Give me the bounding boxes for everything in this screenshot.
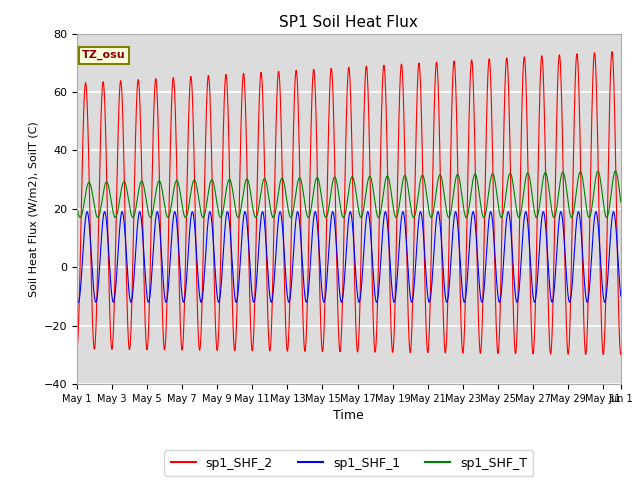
- sp1_SHF_1: [520, 222, 527, 228]
- Line: sp1_SHF_2: sp1_SHF_2: [77, 52, 621, 355]
- sp1_SHF_T: [73, 203, 81, 209]
- sp1_SHF_1: [280, 251, 288, 256]
- sp1_SHF_T: [233, 213, 241, 218]
- sp1_SHF_2: [233, 312, 241, 317]
- sp1_SHF_2: [280, 263, 288, 269]
- sp1_SHF_1: [533, 282, 541, 288]
- Legend: sp1_SHF_2, sp1_SHF_1, sp1_SHF_T: sp1_SHF_2, sp1_SHF_1, sp1_SHF_T: [164, 450, 533, 476]
- sp1_SHF_1: [484, 228, 492, 234]
- sp1_SHF_T: [280, 180, 288, 186]
- sp1_SHF_1: [137, 211, 145, 217]
- sp1_SHF_T: [617, 199, 625, 205]
- sp1_SHF_1: [617, 293, 625, 299]
- sp1_SHF_T: [137, 180, 145, 185]
- Title: SP1 Soil Heat Flux: SP1 Soil Heat Flux: [280, 15, 418, 30]
- sp1_SHF_2: [73, 346, 81, 352]
- sp1_SHF_1: [197, 300, 205, 305]
- Line: sp1_SHF_1: sp1_SHF_1: [77, 212, 621, 302]
- sp1_SHF_1: [233, 298, 241, 303]
- sp1_SHF_T: [612, 168, 620, 174]
- Text: TZ_osu: TZ_osu: [82, 50, 126, 60]
- sp1_SHF_2: [533, 230, 541, 236]
- sp1_SHF_2: [137, 124, 145, 130]
- Y-axis label: Soil Heat Flux (W/m2), SoilT (C): Soil Heat Flux (W/m2), SoilT (C): [28, 121, 38, 297]
- sp1_SHF_2: [484, 72, 492, 78]
- sp1_SHF_T: [520, 191, 527, 197]
- Line: sp1_SHF_T: sp1_SHF_T: [77, 171, 621, 217]
- sp1_SHF_2: [608, 49, 616, 55]
- sp1_SHF_1: [189, 209, 196, 215]
- sp1_SHF_T: [586, 215, 593, 220]
- sp1_SHF_T: [484, 196, 492, 202]
- sp1_SHF_2: [617, 352, 625, 358]
- sp1_SHF_2: [520, 60, 527, 66]
- sp1_SHF_T: [533, 215, 541, 220]
- sp1_SHF_1: [73, 293, 81, 299]
- X-axis label: Time: Time: [333, 409, 364, 422]
